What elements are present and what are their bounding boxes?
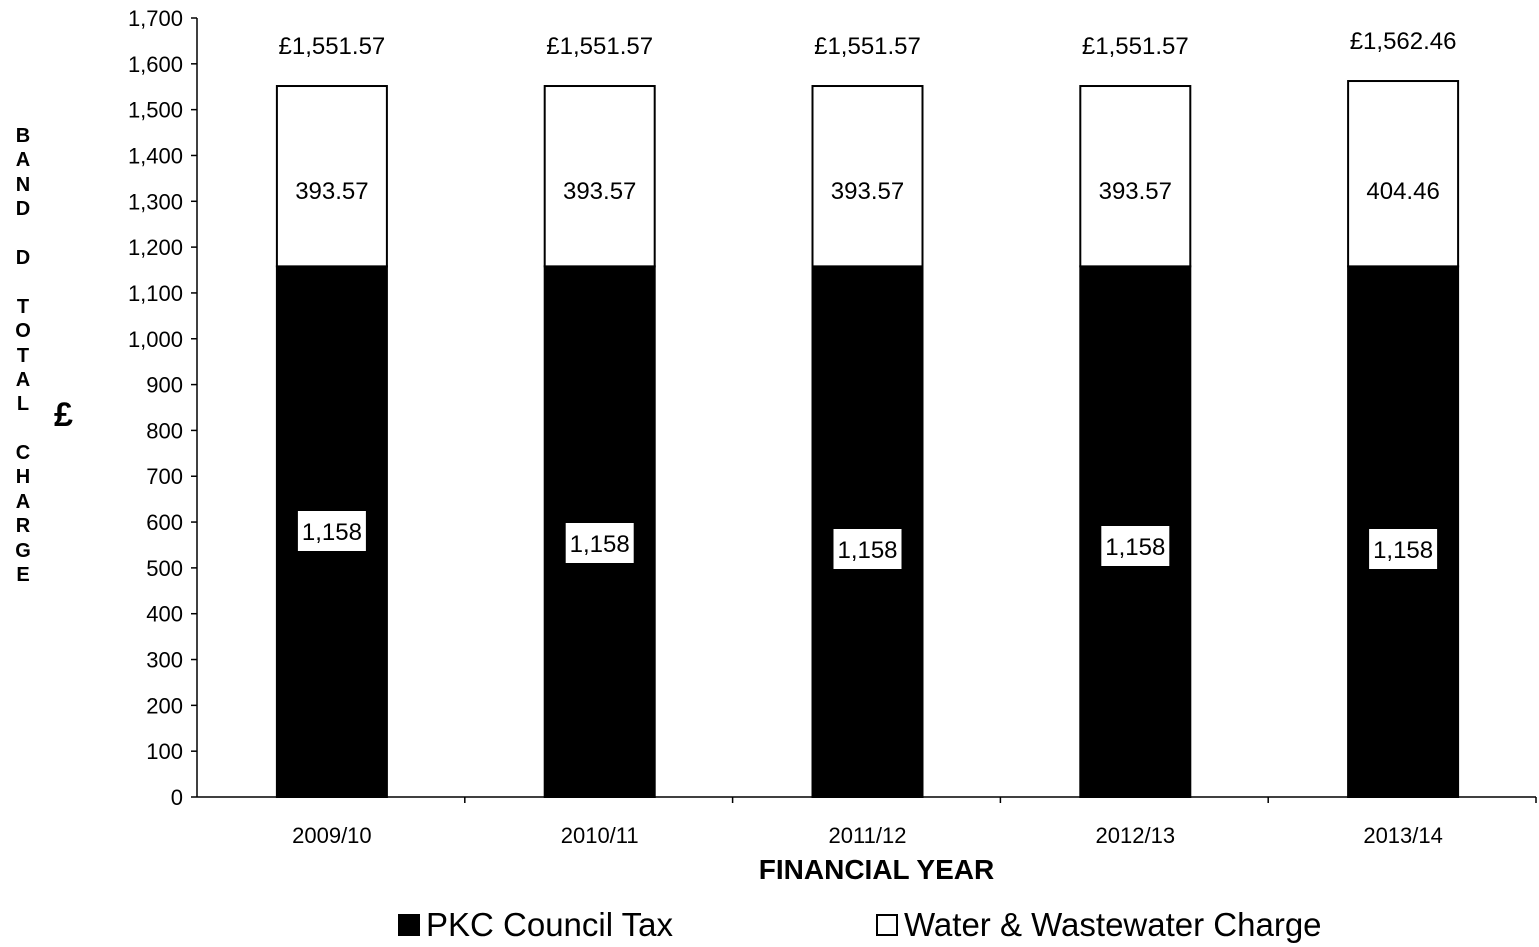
data-label-box <box>565 523 634 563</box>
y-tick-label: 1,000 <box>128 327 183 352</box>
y-tick-label: 800 <box>146 418 183 443</box>
y-tick-label: 700 <box>146 464 183 489</box>
bar-water-charge <box>1079 85 1192 268</box>
data-label-total: £1,551.57 <box>279 33 386 60</box>
legend-item-council-tax: PKC Council Tax <box>398 906 673 944</box>
y-axis-unit: £ <box>54 396 73 434</box>
y-axis-label-letter: O <box>15 320 31 343</box>
y-axis-label-letter: A <box>15 490 31 513</box>
x-tick-label: 2009/10 <box>292 823 372 848</box>
bar-water-charge <box>543 85 656 268</box>
data-label-council-tax: 1,158 <box>837 537 897 564</box>
y-tick-label: 1,700 <box>128 6 183 31</box>
y-axis-label-letter: D <box>15 198 31 221</box>
y-tick-label: 900 <box>146 373 183 398</box>
y-tick-label: 1,200 <box>128 235 183 260</box>
data-label-council-tax: 1,158 <box>1373 537 1433 564</box>
data-label-box <box>1369 529 1438 569</box>
y-tick-label: 400 <box>146 602 183 627</box>
data-label-council-tax: 1,158 <box>302 519 362 546</box>
y-tick-label: 1,300 <box>128 189 183 214</box>
data-label-total: £1,551.57 <box>1082 33 1189 60</box>
data-label-water-charge: 404.46 <box>1366 178 1439 205</box>
y-axis-label-letter: D <box>15 246 31 269</box>
y-tick-label: 300 <box>146 648 183 673</box>
y-axis-label-letter: A <box>15 368 31 391</box>
legend-label-water: Water & Wastewater Charge <box>904 906 1322 943</box>
data-label-water-charge: 393.57 <box>563 178 636 205</box>
x-tick-label: 2012/13 <box>1096 823 1176 848</box>
data-label-water-charge: 393.57 <box>831 178 904 205</box>
bar-water-charge <box>275 85 388 268</box>
y-axis-label-letter: L <box>16 393 30 416</box>
bar-water-charge <box>1347 80 1460 268</box>
data-label-box <box>1101 526 1170 566</box>
legend-label-council-tax: PKC Council Tax <box>426 906 674 943</box>
legend-swatch-council-tax <box>398 914 420 936</box>
data-label-box <box>833 529 902 569</box>
x-tick-label: 2010/11 <box>561 823 639 848</box>
y-tick-label: 500 <box>146 556 183 581</box>
data-label-total: £1,551.57 <box>814 33 921 60</box>
y-tick-label: 1,400 <box>128 143 183 168</box>
bar-water-charge <box>811 85 924 268</box>
y-tick-label: 1,100 <box>128 281 183 306</box>
y-axis-label-letter: E <box>16 564 30 587</box>
data-label-water-charge: 393.57 <box>295 178 368 205</box>
y-axis-label-letter: T <box>16 295 30 318</box>
y-axis-label-letter: N <box>15 173 31 196</box>
y-axis-label-letter: B <box>15 125 31 147</box>
y-tick-label: 1,500 <box>128 98 183 123</box>
legend-item-water: Water & Wastewater Charge <box>876 906 1322 944</box>
y-axis-label-letter: T <box>16 344 30 367</box>
y-tick-label: 100 <box>146 739 183 764</box>
y-tick-label: 200 <box>146 693 183 718</box>
data-label-box <box>297 511 366 551</box>
data-label-water-charge: 393.57 <box>1099 178 1172 205</box>
y-tick-label: 600 <box>146 510 183 535</box>
y-axis-label-letter: H <box>15 466 31 489</box>
x-tick-label: 2013/14 <box>1363 823 1443 848</box>
y-axis-label-letter: R <box>15 515 31 538</box>
y-axis-label-letter: A <box>15 149 31 172</box>
y-tick-label: 0 <box>171 785 183 810</box>
y-axis-label-letter: C <box>15 442 31 465</box>
data-label-total: £1,551.57 <box>546 33 653 60</box>
y-tick-label: 1,600 <box>128 52 183 77</box>
y-axis-label-letter: G <box>15 539 31 562</box>
data-label-total: £1,562.46 <box>1350 28 1457 55</box>
legend: PKC Council Tax Water & Wastewater Charg… <box>0 906 1539 946</box>
data-label-council-tax: 1,158 <box>570 531 630 558</box>
x-axis-title: FINANCIAL YEAR <box>758 854 995 885</box>
data-label-council-tax: 1,158 <box>1105 534 1165 561</box>
x-tick-label: 2011/12 <box>829 823 907 848</box>
legend-swatch-water <box>876 914 898 936</box>
